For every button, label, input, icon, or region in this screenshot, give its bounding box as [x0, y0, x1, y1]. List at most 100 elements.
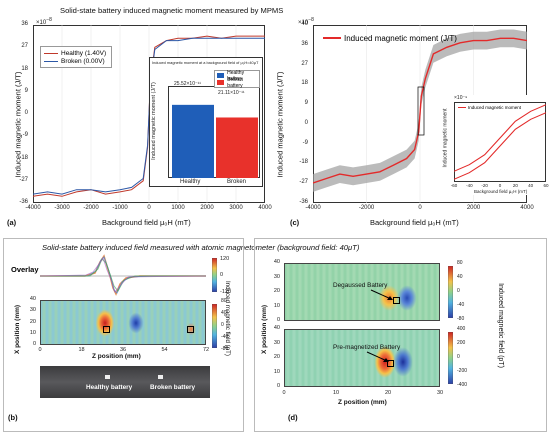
y-tick: 36 — [301, 40, 308, 47]
panel-c-inset: ×10⁻⁹ Induced magnetic moment Induced ma… — [438, 95, 549, 195]
x-tick: -4000 — [25, 205, 41, 211]
legend-healthy-swatch — [44, 52, 58, 54]
x-tick: 18 — [78, 347, 85, 353]
y-tick: -80 — [221, 346, 229, 352]
y-tick: 30 — [29, 307, 36, 314]
bar-healthy-category: Healthy — [180, 179, 201, 185]
y-tick: -36 — [299, 199, 308, 205]
y-tick: 10 — [273, 302, 280, 309]
x-tick: 10 — [332, 390, 340, 396]
y-tick: -9 — [22, 132, 28, 139]
y-tick: -40 — [221, 334, 229, 340]
panel-b-title: Solid-state battery induced field measur… — [42, 243, 360, 252]
broken-battery-photo-marker — [158, 375, 163, 379]
panel-d-bottom-colorbar — [448, 332, 453, 384]
x-tick: -1000 — [112, 205, 128, 211]
y-tick: 200 — [457, 340, 466, 346]
overlay-cbar-tick-0: 120 — [220, 256, 230, 262]
y-tick: 0 — [276, 383, 280, 389]
inset-legend-healthy-swatch — [217, 73, 225, 78]
overlay-cbar-tick-2: -120 — [220, 289, 232, 295]
panel-b-ylabel: X position (mm) — [14, 304, 22, 355]
x-tick: -60 — [450, 183, 458, 188]
y-tick: 9 — [24, 87, 28, 94]
bar-healthy — [172, 104, 214, 178]
inset-legend: Healthy battery Broken battery — [214, 70, 260, 89]
x-tick: 4000 — [520, 205, 534, 211]
panel-d-yticks-bottom: 40 30 20 10 0 — [266, 325, 282, 389]
y-tick: 20 — [273, 288, 280, 294]
y-tick: 80 — [457, 260, 463, 266]
battery-photo: Healthy battery Broken battery — [40, 366, 210, 398]
x-tick: 2000 — [466, 205, 481, 211]
panel-c-inset-legend: Induced magnetic moment — [458, 105, 521, 110]
panel-c-xticks: -4000 -2000 0 2000 4000 — [305, 205, 533, 215]
panel-c-legend: Induced magnetic moment (J/T) — [320, 31, 460, 45]
y-tick: -40 — [457, 302, 465, 308]
pre-magnetized-battery-label: Pre-magnetized Battery — [333, 344, 401, 351]
panel-d-bottom-heatmap: Pre-magnetized Battery — [284, 329, 440, 387]
degaussed-arrow — [370, 289, 393, 300]
y-tick: 30 — [273, 273, 280, 280]
overlay-cbar-tick-1: 0 — [220, 272, 224, 278]
x-tick: 3000 — [229, 205, 243, 211]
x-tick: 36 — [119, 347, 127, 353]
y-tick: 0 — [221, 322, 224, 328]
panel-d-xticks: 0 10 20 30 — [282, 390, 443, 398]
bar-broken-category: Broken — [227, 179, 247, 185]
y-tick: 40 — [273, 259, 280, 265]
panel-b-xlabel: Z position (mm) — [92, 353, 141, 360]
y-tick: 0 — [457, 354, 460, 360]
x-tick: 0 — [418, 205, 422, 211]
panel-b-yticks: 40 30 20 10 0 — [22, 296, 38, 347]
y-tick: 20 — [29, 318, 36, 325]
panel-d-label: (d) — [288, 413, 298, 422]
x-tick: 20 — [384, 390, 392, 396]
pre-magnetized-arrow — [366, 351, 389, 362]
x-tick: 4000 — [258, 205, 272, 211]
y-tick: -27 — [19, 176, 28, 183]
x-tick: -4000 — [305, 205, 321, 211]
bar-healthy-value: 25.52×10⁻¹¹ — [174, 81, 201, 87]
x-tick: 20 — [512, 183, 518, 188]
y-tick: -9 — [302, 139, 308, 146]
panel-c-inset-legend-swatch — [458, 107, 466, 108]
y-tick: 0 — [457, 288, 460, 294]
y-tick: 18 — [301, 80, 308, 87]
panel-b-colorbar — [212, 304, 217, 348]
y-tick: 40 — [301, 21, 308, 27]
y-tick: 36 — [21, 21, 28, 27]
y-tick: 30 — [273, 339, 280, 346]
panel-a-title: Solid-state battery induced magnetic mom… — [60, 6, 284, 15]
panel-b-cbar-ticks: 80 40 0 -40 -80 — [220, 298, 238, 352]
broken-battery-marker — [187, 326, 194, 333]
y-tick: 40 — [273, 325, 280, 331]
legend-healthy-label: Healthy (1.40V) — [61, 49, 107, 57]
panel-c-exponent: ×10−8 — [298, 17, 314, 26]
panel-c-legend-label: Induced magnetic moment (J/T) — [344, 33, 457, 43]
y-tick: -36 — [19, 199, 28, 205]
panel-c-inset-xticks: -60 -40 -20 0 20 40 60 — [450, 183, 549, 189]
inset-legend-broken: Broken battery — [227, 76, 244, 89]
inset-ylabel: Induced magnetic moment (J/T) — [150, 82, 157, 160]
y-tick: -18 — [19, 154, 28, 161]
panel-c-yticks: 40 36 27 18 9 0 -9 -18 -27 -36 — [288, 21, 310, 205]
panel-d-xlabel: Z position (mm) — [338, 399, 387, 406]
y-tick: 18 — [21, 65, 28, 72]
panel-c-inset-plot — [454, 102, 546, 182]
overlay-label: Overlay — [11, 265, 39, 274]
panel-d-top-colorbar — [448, 266, 453, 318]
panel-b-xticks: 0 18 36 54 72 — [38, 347, 209, 355]
panel-c-xlabel: Background field μ₀H (mT) — [370, 218, 459, 227]
x-tick: 0 — [282, 390, 286, 396]
panel-c-label: (c) — [290, 218, 300, 227]
legend-broken-label: Broken (0.00V) — [61, 57, 105, 65]
panel-a-exponent: ×10−8 — [36, 17, 52, 26]
bar-broken — [216, 117, 258, 178]
panel-d-top-heatmap: Degaussed Battery — [284, 263, 440, 321]
y-tick: 40 — [221, 310, 227, 316]
y-tick: 40 — [29, 296, 36, 302]
x-tick: 2000 — [200, 205, 214, 211]
y-tick: 40 — [457, 274, 463, 280]
inset-legend-broken-swatch — [217, 80, 225, 85]
